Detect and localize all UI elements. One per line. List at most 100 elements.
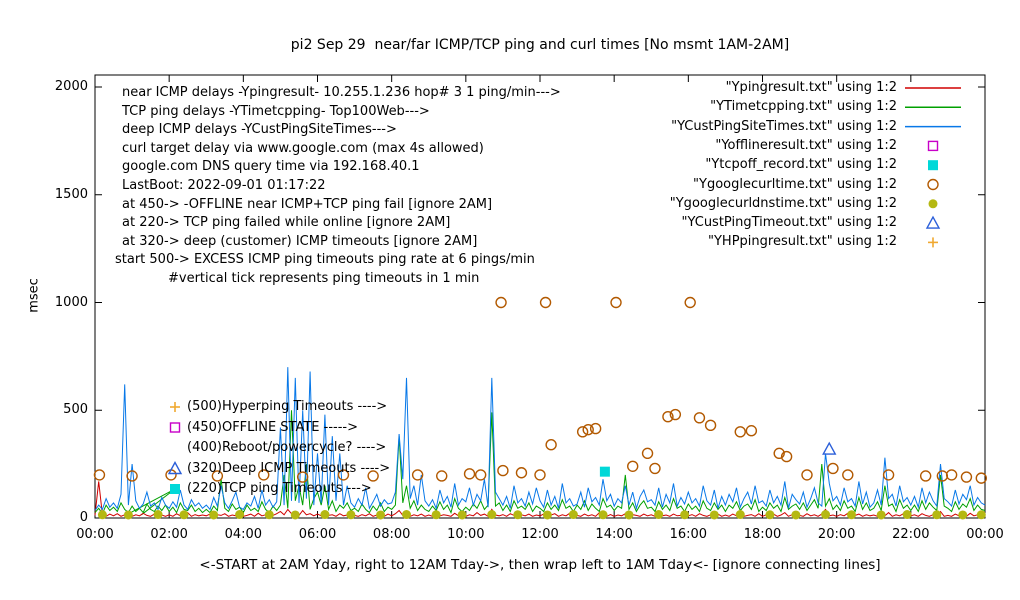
level-marker xyxy=(170,484,180,494)
point-Ygooglecurltime xyxy=(842,469,854,481)
legend-sample xyxy=(928,199,938,209)
x-tick-label: 16:00 xyxy=(669,527,708,542)
point-Ygooglecurltime xyxy=(882,469,895,481)
point-Ygooglecurltime xyxy=(960,471,973,483)
point-Ygooglecurldnstime xyxy=(179,510,189,520)
point-Ygooglecurldnstime xyxy=(876,510,886,520)
y-tick-label: 1500 xyxy=(54,186,88,202)
point-Ygooglecurldnstime xyxy=(765,510,775,520)
point-Ygooglecurltime xyxy=(641,447,654,460)
annotation-line: deep ICMP delays -YCustPingSiteTimes---> xyxy=(122,122,397,138)
series-YCustPingSiteTimes xyxy=(94,367,986,511)
x-tick-label: 00:00 xyxy=(966,527,1004,542)
legend-sample xyxy=(928,160,938,171)
point-Ygooglecurldnstime xyxy=(735,510,745,520)
point-Ygooglecurltime xyxy=(773,447,785,460)
y-tick-label: 0 xyxy=(79,510,88,525)
point-Ygooglecurltime xyxy=(649,462,661,475)
point-Ygooglecurldnstime xyxy=(264,510,274,520)
point-Ygooglecurldnstime xyxy=(376,510,386,520)
point-Ygooglecurltime xyxy=(93,469,106,481)
point-Ygooglecurltime xyxy=(436,470,448,482)
level-label: (400)Reboot/powercycle? ----> xyxy=(187,440,387,455)
point-Ygooglecurldnstime xyxy=(402,510,411,520)
point-Ygooglecurldnstime xyxy=(153,510,163,520)
point-Ygooglecurltime xyxy=(745,425,758,437)
legend-label: "YHPpingresult.txt" using 1:2 xyxy=(708,234,897,250)
point-Ygooglecurldnstime xyxy=(235,510,245,520)
point-Ygooglecurldnstime xyxy=(123,510,133,520)
point-Ygooglecurltime xyxy=(367,470,379,482)
x-axis-label: <-START at 2AM Yday, right to 12AM Tday-… xyxy=(199,557,881,573)
x-tick-label: 14:00 xyxy=(595,527,633,542)
point-Ytcpoff_record xyxy=(599,466,610,477)
annotation-line: at 450-> -OFFLINE near ICMP+TCP ping fai… xyxy=(122,196,493,212)
legend-sample xyxy=(927,178,939,191)
point-Ygooglecurldnstime xyxy=(346,510,356,520)
legend-sample xyxy=(925,215,941,229)
point-Ygooglecurltime xyxy=(534,469,546,481)
point-Ygooglecurldnstime xyxy=(624,510,634,520)
annotation-line: at 220-> TCP ping failed while online [i… xyxy=(122,215,451,231)
y-tick-label: 1000 xyxy=(54,294,88,310)
x-tick-label: 18:00 xyxy=(743,527,782,542)
point-Ygooglecurltime xyxy=(627,460,639,472)
annotation-line: LastBoot: 2022-09-01 01:17:22 xyxy=(122,178,326,193)
level-marker xyxy=(167,461,183,475)
x-tick-label: 20:00 xyxy=(817,527,856,542)
chart-title: pi2 Sep 29 near/far ICMP/TCP ping and cu… xyxy=(290,37,790,53)
point-Ygooglecurldnstime xyxy=(290,510,300,520)
point-Ygooglecurldnstime xyxy=(791,510,801,520)
point-Ygooglecurltime xyxy=(589,422,602,435)
annotation-line: curl target delay via www.google.com (ma… xyxy=(122,140,484,156)
point-Ygooglecurltime xyxy=(576,426,589,438)
y-tick-label: 2000 xyxy=(54,79,88,94)
x-tick-label: 00:00 xyxy=(76,527,114,542)
point-Ygooglecurldnstime xyxy=(457,510,467,520)
point-Ygooglecurldnstime xyxy=(487,510,497,520)
annotation-line: near ICMP delays -Ypingresult- 10.255.1.… xyxy=(122,85,561,100)
point-Ygooglecurldnstime xyxy=(680,510,690,520)
point-Ygooglecurltime xyxy=(258,469,270,481)
annotation-line: #vertical tick represents ping timeouts … xyxy=(168,271,480,286)
point-Ygooglecurltime xyxy=(126,470,138,482)
point-Ygooglecurltime xyxy=(919,470,932,482)
x-tick-label: 22:00 xyxy=(892,527,930,542)
point-Ygooglecurldnstime xyxy=(209,510,219,520)
x-tick-label: 06:00 xyxy=(298,527,337,542)
level-label: (220)TCP ping Timeouts ---> xyxy=(187,481,372,496)
point-Ygooglecurltime xyxy=(463,468,476,480)
annotation-line: TCP ping delays -YTimetcpping- Top100Web… xyxy=(122,103,430,119)
point-Ygooglecurldnstime xyxy=(598,510,608,520)
legend-label: "YCustPingTimeout.txt" using 1:2 xyxy=(681,215,897,231)
point-Ygooglecurldnstime xyxy=(932,510,942,520)
annotation-line: google.com DNS query time via 192.168.40… xyxy=(122,159,420,175)
point-Ygooglecurldnstime xyxy=(709,510,719,520)
point-Ygooglecurldnstime xyxy=(902,510,912,520)
point-Ygooglecurltime xyxy=(693,412,706,424)
point-Ygooglecurldnstime xyxy=(320,510,330,520)
point-Ygooglecurldnstime xyxy=(542,510,552,520)
point-Ygooglecurldnstime xyxy=(821,510,831,520)
point-Ygooglecurltime xyxy=(827,462,839,475)
x-tick-label: 10:00 xyxy=(447,527,485,542)
legend-label: "Ypingresult.txt" using 1:2 xyxy=(725,80,897,95)
y-tick-label: 500 xyxy=(63,402,88,418)
point-Ygooglecurltime xyxy=(539,296,552,309)
point-Ygooglecurltime xyxy=(296,471,309,483)
x-tick-label: 08:00 xyxy=(372,527,411,542)
point-Ygooglecurltime xyxy=(734,426,746,438)
point-Ygooglecurltime xyxy=(515,467,528,479)
point-Ygooglecurldnstime xyxy=(513,510,523,520)
legend-label: "Yofflineresult.txt" using 1:2 xyxy=(715,137,897,153)
point-Ygooglecurltime xyxy=(337,469,350,481)
legend-label: "YTimetcpping.txt" using 1:2 xyxy=(710,99,897,115)
point-Ygooglecurldnstime xyxy=(847,510,856,520)
level-label: (450)OFFLINE STATE -----> xyxy=(187,419,358,435)
level-marker xyxy=(169,422,181,433)
annotation-line: at 320-> deep (customer) ICMP timeouts [… xyxy=(122,233,478,249)
legend-label: "YCustPingSiteTimes.txt" using 1:2 xyxy=(671,118,897,134)
connector-line xyxy=(126,488,176,516)
point-YCustPingTimeout xyxy=(822,441,837,455)
